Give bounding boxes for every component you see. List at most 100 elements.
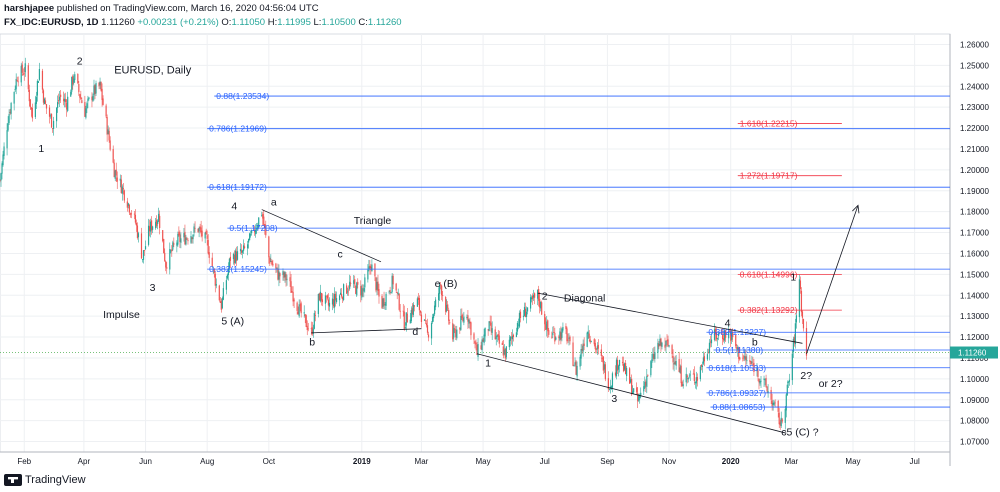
candle-body [257, 225, 259, 230]
candle-body [381, 295, 383, 309]
y-tick-label: 1.13000 [960, 312, 989, 321]
candle-body [70, 91, 72, 97]
author-name: harshjapee [4, 3, 55, 14]
candle-body [488, 321, 490, 331]
y-tick-label: 1.21000 [960, 145, 989, 154]
wave-label: 2? [800, 370, 812, 382]
candle-body [469, 321, 471, 324]
tradingview-logo[interactable]: TradingView [4, 474, 86, 486]
candle-body [147, 225, 150, 245]
candle-body [255, 229, 257, 235]
price-chart[interactable]: 1.26000 1.25000 1.24000 1.23000 1.22000 1.210… [0, 0, 1000, 468]
candle-body [184, 231, 186, 245]
candle-body [439, 284, 441, 294]
candle-body [95, 83, 97, 94]
candle-body [30, 107, 32, 110]
candle-body [262, 214, 264, 219]
candle-body [427, 334, 430, 338]
candle-body [586, 332, 588, 347]
candle-body [637, 392, 639, 402]
candle-body [194, 227, 196, 229]
candle-body [371, 264, 373, 272]
candle-body [763, 378, 765, 380]
candle-body [750, 361, 752, 365]
candle-body [331, 298, 334, 305]
candle-body [791, 353, 793, 381]
candle-body [305, 315, 307, 327]
candle-body [675, 360, 677, 366]
candle-body [220, 301, 222, 310]
candle-body [751, 361, 753, 363]
candle-body [367, 269, 369, 280]
candle-body [595, 348, 597, 350]
candle-body [213, 269, 215, 274]
candle-body [234, 250, 237, 263]
tradingview-brand: TradingView [25, 474, 86, 486]
candle-body [575, 361, 577, 375]
candle-body [672, 355, 674, 363]
candle-body [303, 312, 305, 314]
candle-body [191, 237, 193, 240]
candle-body [375, 277, 377, 291]
candle-body [798, 279, 801, 318]
candle-body [29, 99, 31, 108]
fib-level-label: 0.382(1.12227) [708, 327, 766, 337]
candle-body [484, 327, 486, 337]
candle-body [565, 326, 567, 330]
wave-label: 1 [790, 272, 796, 284]
candle-body [94, 85, 96, 95]
candle-body [360, 286, 362, 296]
candle-body [278, 271, 280, 280]
candle-body [462, 317, 464, 321]
candle-body [603, 364, 605, 370]
candle-body [285, 274, 287, 281]
candle-body [376, 281, 378, 290]
candle-body [304, 314, 306, 317]
candle-body [247, 244, 249, 249]
candle-body [745, 356, 747, 361]
candle-body [79, 94, 81, 98]
candle-body [708, 342, 711, 354]
candle-body [551, 336, 553, 338]
candle-body [659, 338, 661, 346]
candle-body [470, 322, 472, 336]
candle-body [582, 345, 584, 352]
candle-body [647, 374, 649, 376]
high-label: H: [267, 17, 278, 28]
candle-body [328, 302, 331, 307]
candle-body [532, 295, 534, 300]
candle-body [9, 112, 11, 114]
plot-area [0, 33, 951, 453]
candle-body [788, 379, 790, 383]
candle-body [700, 365, 702, 367]
candle-body [477, 344, 479, 357]
candle-body [508, 339, 510, 348]
y-tick-label: 1.08000 [960, 417, 989, 426]
candle-body [522, 315, 525, 317]
candle-body [105, 105, 107, 117]
candle-body [510, 337, 512, 339]
candle-body [771, 400, 773, 407]
close-value: 1.11260 [367, 17, 402, 28]
candle-body [221, 298, 223, 309]
candle-body [307, 328, 309, 330]
candle-body [249, 233, 251, 241]
candle-body [583, 343, 585, 347]
candle-body [778, 412, 780, 425]
candle-body [489, 321, 491, 324]
y-tick-label: 1.18000 [960, 208, 989, 217]
candle-body [630, 379, 632, 383]
candle-body [467, 315, 469, 322]
candle-body [519, 311, 522, 318]
candle-body [310, 328, 312, 330]
price-change: +0.00231 (+0.21%) [137, 17, 219, 28]
candle-body [466, 316, 468, 319]
candle-body [432, 314, 435, 319]
candle-body [355, 285, 357, 294]
candle-body [673, 363, 675, 365]
candle-body [615, 359, 618, 377]
candle-body [802, 318, 805, 329]
candle-body [342, 297, 344, 300]
candle-body [292, 291, 294, 302]
candle-body [633, 388, 635, 393]
